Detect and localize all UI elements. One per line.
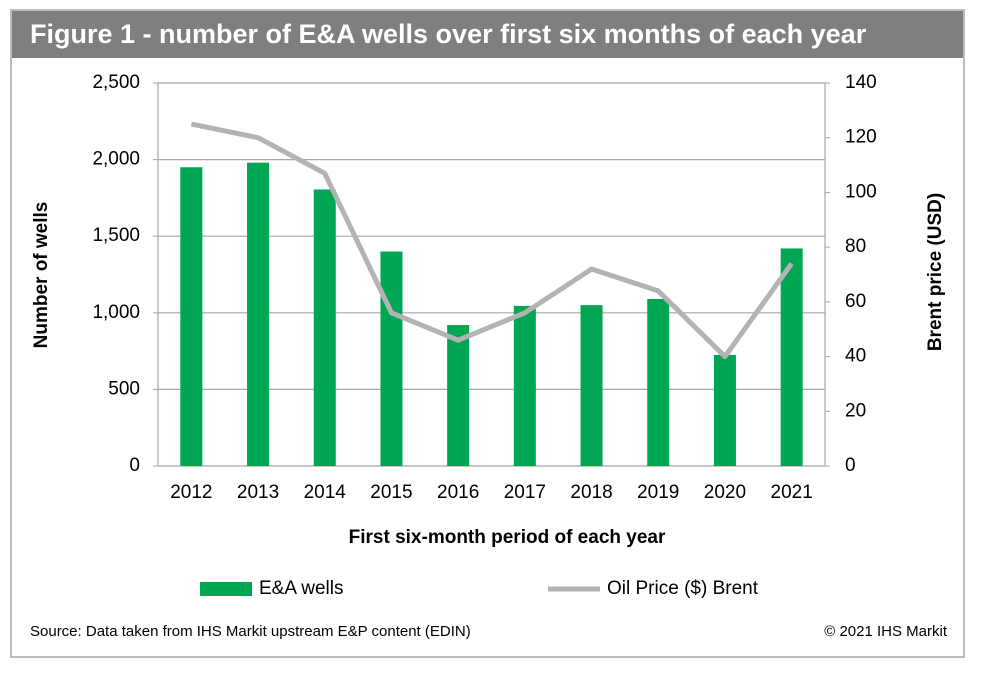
bar [513, 305, 536, 466]
y2-tick-label: 140 [845, 72, 877, 93]
bar [180, 167, 203, 466]
y2-tick-label: 0 [845, 455, 856, 476]
y2-tick-label: 20 [845, 400, 866, 421]
y2-axis-title: Brent price (USD) [925, 193, 946, 351]
copyright: © 2021 IHS Markit [824, 623, 948, 640]
y-tick-label: 2,000 [92, 149, 140, 170]
bar [780, 248, 803, 466]
bar [713, 354, 736, 466]
line [190, 121, 794, 360]
legend-label: Oil Price ($) Brent [607, 578, 759, 599]
x-tick-label: 2019 [637, 482, 679, 503]
y-tick-label: 1,000 [92, 302, 140, 323]
x-tick-label: 2020 [704, 482, 746, 503]
x-tick-label: 2021 [771, 482, 813, 503]
y2-tick-label: 40 [845, 346, 866, 367]
bar [647, 299, 670, 466]
legend-label: E&A wells [259, 578, 343, 599]
x-axis-title: First six-month period of each year [349, 527, 666, 548]
x-tick-label: 2015 [370, 482, 412, 503]
source-note: Source: Data taken from IHS Markit upstr… [30, 623, 471, 640]
y2-tick-label: 100 [845, 181, 877, 202]
y2-tick-label: 60 [845, 291, 866, 312]
x-tick-label: 2014 [304, 482, 347, 503]
frame [10, 9, 965, 658]
title-bar [12, 11, 963, 58]
bar [580, 305, 603, 466]
x-tick-label: 2017 [504, 482, 546, 503]
bar [313, 189, 336, 466]
y-tick-label: 0 [129, 455, 140, 476]
x-tick-label: 2018 [570, 482, 612, 503]
y2-tick-label: 120 [845, 127, 877, 148]
x-tick-label: 2013 [237, 482, 279, 503]
y2-tick-label: 80 [845, 236, 866, 257]
bar [447, 325, 470, 466]
bar [380, 251, 403, 466]
bar [247, 162, 270, 466]
x-tick-label: 2016 [437, 482, 479, 503]
y-tick-label: 1,500 [92, 225, 140, 246]
chart-title: Figure 1 - number of E&A wells over firs… [30, 19, 867, 49]
y-tick-label: 2,500 [92, 72, 140, 93]
legend-swatch [200, 582, 252, 596]
y-axis-title: Number of wells [31, 202, 52, 349]
y-tick-label: 500 [108, 378, 140, 399]
x-tick-label: 2012 [170, 482, 212, 503]
